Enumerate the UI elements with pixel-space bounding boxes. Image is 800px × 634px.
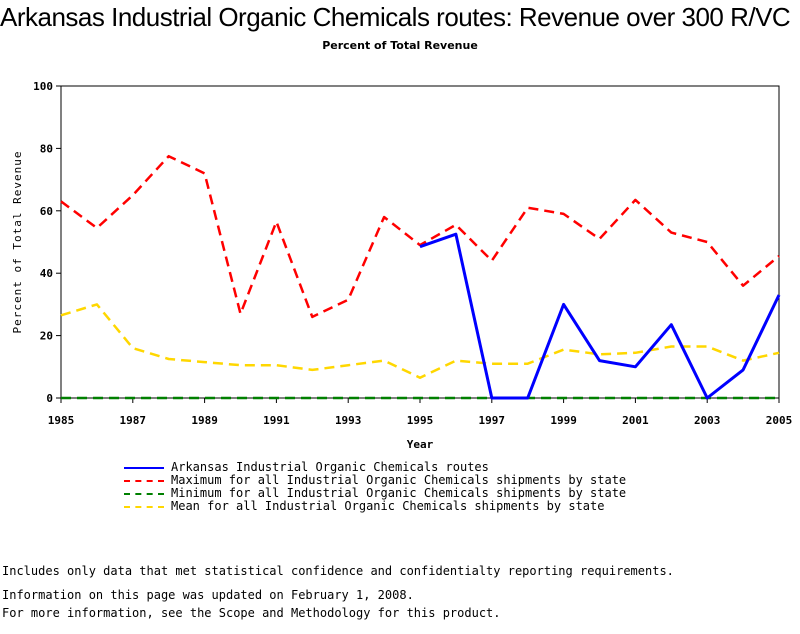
legend-item: Arkansas Industrial Organic Chemicals ro… <box>124 461 626 474</box>
x-tick-label: 2001 <box>622 414 649 427</box>
legend-item: Minimum for all Industrial Organic Chemi… <box>124 487 626 500</box>
legend: Arkansas Industrial Organic Chemicals ro… <box>124 461 626 513</box>
x-tick-label: 1989 <box>191 414 218 427</box>
legend-item: Maximum for all Industrial Organic Chemi… <box>124 474 626 487</box>
x-axis-title: Year <box>407 438 434 451</box>
legend-label: Maximum for all Industrial Organic Chemi… <box>171 473 627 487</box>
y-tick-label: 60 <box>40 205 53 218</box>
series-line-1 <box>60 154 780 319</box>
x-tick-label: 1985 <box>48 414 75 427</box>
y-tick-label: 20 <box>40 330 53 343</box>
footnotes: Includes only data that met statistical … <box>2 536 674 634</box>
x-tick-label: 1987 <box>120 414 147 427</box>
legend-swatch <box>124 492 164 495</box>
y-tick-label: 80 <box>40 142 53 155</box>
line-chart: 0 20 40 60 80 100 1985 1987 1989 1991 1993 1995 199… <box>11 80 793 451</box>
x-tick-label: 1995 <box>407 414 434 427</box>
footnote-methodology: For more information, see the Scope and … <box>2 606 501 620</box>
chart-subtitle: Percent of Total Revenue <box>322 39 478 52</box>
legend-swatch <box>124 466 164 469</box>
legend-label: Minimum for all Industrial Organic Chemi… <box>171 486 627 500</box>
legend-label: Arkansas Industrial Organic Chemicals ro… <box>171 460 489 474</box>
update-notice: Information on this page was updated on … <box>2 588 414 602</box>
y-axis-title: Percent of Total Revenue <box>11 151 24 334</box>
series-line-3 <box>60 303 780 379</box>
x-tick-label: 1999 <box>550 414 577 427</box>
x-tick-label: 1991 <box>263 414 290 427</box>
chart-title: Arkansas Industrial Organic Chemicals ro… <box>0 2 791 32</box>
x-tick-label: 2005 <box>766 414 793 427</box>
x-tick-label: 1993 <box>335 414 362 427</box>
y-tick-label: 100 <box>33 80 53 93</box>
x-tick-label: 1997 <box>479 414 506 427</box>
series-line-0 <box>419 232 781 400</box>
legend-swatch <box>124 479 164 482</box>
y-tick-label: 0 <box>46 392 53 405</box>
footnote-confidence: Includes only data that met statistical … <box>2 564 674 578</box>
legend-item: Mean for all Industrial Organic Chemical… <box>124 500 626 513</box>
y-tick-label: 40 <box>40 267 53 280</box>
legend-swatch <box>124 505 164 508</box>
plot-frame <box>60 85 780 399</box>
x-tick-label: 2003 <box>694 414 721 427</box>
legend-label: Mean for all Industrial Organic Chemical… <box>171 499 605 513</box>
